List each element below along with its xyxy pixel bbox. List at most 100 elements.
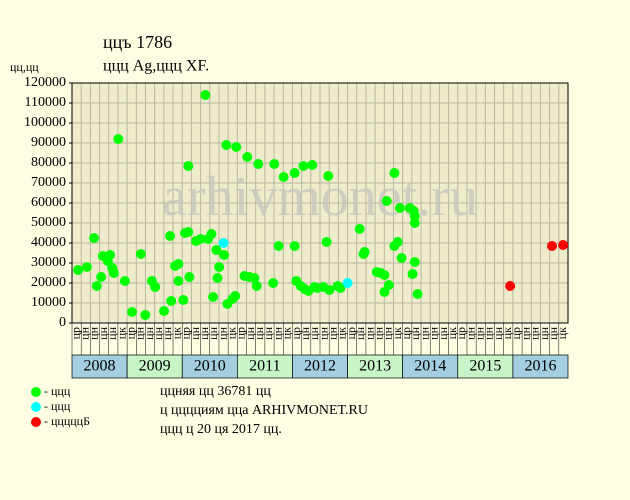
data-point (165, 231, 176, 241)
x-tick-label: 2016 (524, 358, 556, 375)
data-point (91, 281, 102, 291)
x-tick-label: 2015 (469, 358, 501, 375)
legend-label: - ццц (44, 399, 71, 413)
data-point (321, 237, 332, 247)
data-point (335, 283, 346, 293)
data-point (383, 280, 394, 290)
data-point (96, 272, 107, 282)
data-point (547, 241, 558, 251)
x-tick-label: 2011 (249, 358, 280, 375)
y-tick-label: 0 (59, 315, 66, 330)
y-tick-label: 120000 (24, 75, 66, 90)
data-point (173, 276, 184, 286)
y-tick-label: 50000 (31, 215, 66, 230)
data-point (173, 259, 184, 269)
data-point (212, 273, 223, 283)
data-point (206, 229, 217, 239)
data-point (394, 203, 405, 213)
y-tick-label: 90000 (31, 135, 66, 150)
chart-subtitle: ццц Ag,ццц XF. (103, 58, 209, 75)
data-point (323, 171, 334, 181)
data-point (409, 257, 420, 267)
data-point (184, 272, 195, 282)
data-point (354, 224, 365, 234)
data-point (249, 273, 260, 283)
data-point (135, 249, 146, 259)
x-tick-label: 2012 (304, 358, 336, 375)
data-point (108, 268, 119, 278)
data-point (208, 292, 219, 302)
data-point (273, 241, 284, 251)
data-point (289, 168, 300, 178)
data-point (221, 140, 232, 150)
data-point (73, 265, 84, 275)
data-point (242, 152, 253, 162)
note: ц цццциям цца ARHIVMONET.RU (160, 403, 368, 418)
data-point (359, 247, 370, 257)
y-tick-label: 70000 (31, 175, 66, 190)
data-point (159, 306, 170, 316)
data-point (113, 134, 124, 144)
data-point (289, 241, 300, 251)
y-tick-label: 10000 (31, 295, 66, 310)
data-point (392, 237, 403, 247)
period-label: цк (555, 327, 569, 339)
data-point (278, 172, 289, 182)
data-point (230, 291, 241, 301)
plot-border (71, 82, 569, 324)
data-point (409, 218, 420, 228)
y-tick-label: 30000 (31, 255, 66, 270)
data-point (505, 281, 516, 291)
data-point (178, 295, 189, 305)
legend-marker (31, 417, 41, 427)
data-point (119, 276, 130, 286)
data-point (183, 161, 194, 171)
data-point (269, 159, 280, 169)
watermark: arhivmonet.ru (162, 166, 478, 228)
legend-marker (31, 387, 41, 397)
x-tick-label: 2009 (139, 358, 171, 375)
y-axis-label: цц,цц (10, 60, 39, 74)
data-point (211, 245, 222, 255)
data-point (381, 196, 392, 206)
legend-label: - ццц (44, 384, 71, 398)
x-tick-label: 2013 (359, 358, 391, 375)
x-tick-label: 2014 (414, 358, 446, 375)
data-point (407, 269, 418, 279)
data-point (268, 278, 279, 288)
data-point (307, 160, 318, 170)
note: ццняя цц 36781 цц (160, 384, 271, 399)
data-point (412, 289, 423, 299)
y-tick-label: 40000 (31, 235, 66, 250)
data-point (219, 250, 230, 260)
data-point (253, 159, 264, 169)
data-point (81, 262, 92, 272)
data-point (251, 281, 262, 291)
legend-label: - цццццБ (44, 414, 90, 428)
y-tick-label: 60000 (31, 195, 66, 210)
data-point (127, 307, 138, 317)
data-point (105, 250, 116, 260)
data-point (183, 227, 194, 237)
data-point (150, 282, 161, 292)
data-point (214, 262, 225, 272)
chart-title: ццъ 1786 (103, 32, 172, 52)
data-point (396, 253, 407, 263)
y-tick-label: 20000 (31, 275, 66, 290)
year-band (512, 354, 569, 379)
data-point (298, 161, 309, 171)
y-tick-label: 100000 (24, 115, 66, 130)
data-point (558, 240, 569, 250)
data-point (218, 238, 229, 248)
data-point (379, 270, 390, 280)
data-point (389, 168, 400, 178)
data-point (409, 211, 420, 221)
data-point (166, 296, 177, 306)
data-point (342, 278, 353, 288)
legend-marker (31, 402, 41, 412)
y-tick-label: 110000 (25, 95, 66, 110)
data-point (89, 233, 100, 243)
x-tick-label: 2008 (84, 358, 116, 375)
